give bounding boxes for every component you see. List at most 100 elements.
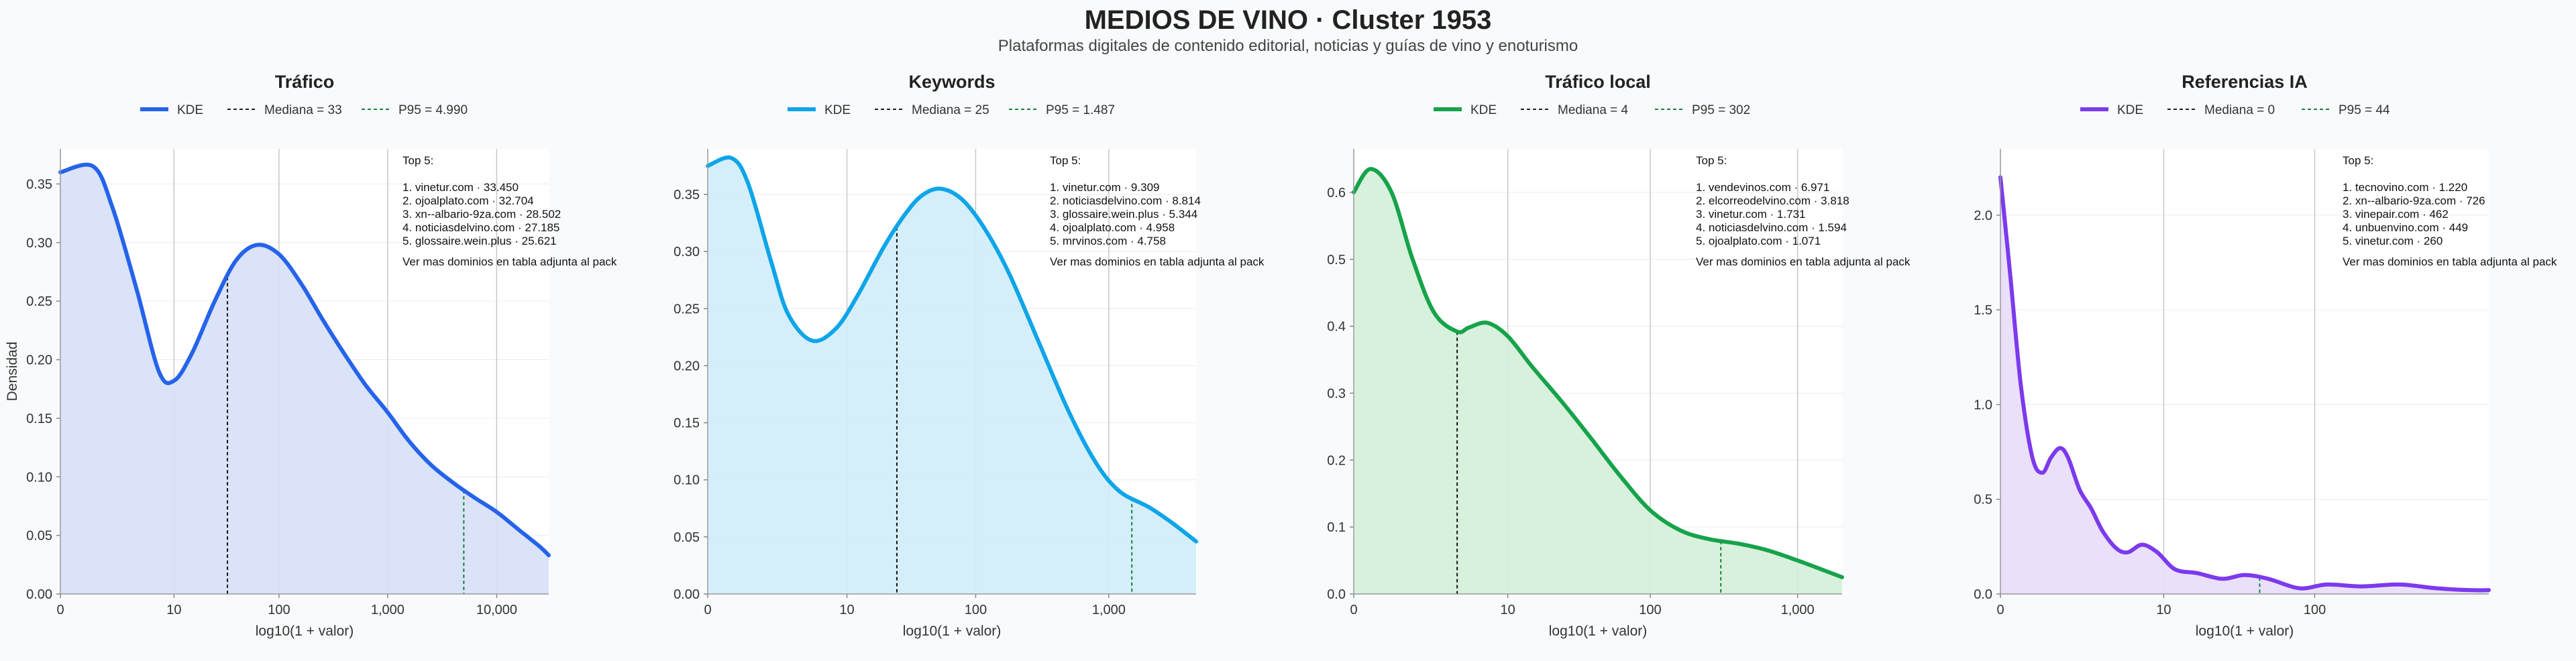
legend-p95-label: P95 = 44 <box>2339 103 2390 117</box>
panel-title: Tráfico local <box>1545 72 1651 92</box>
legend: KDE Mediana = 4 P95 = 302 <box>1434 103 1750 117</box>
x-tick-label: 10,000 <box>476 603 517 617</box>
legend: KDE Mediana = 33 P95 = 4.990 <box>140 103 468 117</box>
top5-heading: Top 5: <box>2343 154 2373 167</box>
panel-title: Referencias IA <box>2182 72 2308 92</box>
kde-line <box>1352 167 1844 579</box>
top5-item: 2. elcorreodelvino.com · 3.818 <box>1696 194 1849 207</box>
figure-subtitle: Plataformas digitales de contenido edito… <box>998 37 1578 55</box>
chart-panel: Referencias IA KDE Mediana = 0 P95 = 44 0.0 0… <box>1974 72 2557 639</box>
legend-p95-label: P95 = 1.487 <box>1046 103 1115 117</box>
legend-median-label: Mediana = 0 <box>2204 103 2275 117</box>
y-tick-label: 0.05 <box>674 530 700 545</box>
kde-line <box>58 162 551 558</box>
y-tick-label: 0.5 <box>1327 253 1346 267</box>
top5-footnote: Ver mas dominios en tabla adjunta al pac… <box>2343 255 2557 268</box>
y-tick-label: 0.25 <box>26 294 52 309</box>
legend-median-label: Mediana = 33 <box>264 103 342 117</box>
legend: KDE Mediana = 25 P95 = 1.487 <box>788 103 1115 117</box>
top5-item: 1. vinetur.com · 9.309 <box>1050 181 1159 194</box>
top5-item: 2. ojoalplato.com · 32.704 <box>402 194 534 207</box>
y-tick-label: 2.0 <box>1974 208 1992 223</box>
top5-item: 4. ojoalplato.com · 4.958 <box>1050 221 1175 234</box>
y-tick-label: 0.1 <box>1327 520 1346 535</box>
y-tick-label: 0.35 <box>26 177 52 192</box>
y-tick-label: 0.4 <box>1327 320 1346 335</box>
top5-heading: Top 5: <box>402 154 433 167</box>
top5-item: 1. tecnovino.com · 1.220 <box>2343 181 2467 194</box>
x-tick-label: 0 <box>1996 603 2004 617</box>
legend-kde-label: KDE <box>2117 103 2143 117</box>
legend-median-label: Mediana = 4 <box>1558 103 1629 117</box>
y-tick-label: 0.15 <box>674 416 700 431</box>
x-tick-label: 0 <box>704 603 711 617</box>
top5-item: 5. glossaire.wein.plus · 25.621 <box>402 235 557 247</box>
y-tick-label: 0.30 <box>674 245 700 259</box>
x-tick-label: 100 <box>965 603 987 617</box>
figure-title: MEDIOS DE VINO · Cluster 1953 <box>1084 5 1492 35</box>
top5-item: 2. noticiasdelvino.com · 8.814 <box>1050 194 1201 207</box>
x-tick-label: 10 <box>839 603 854 617</box>
top5-item: 4. noticiasdelvino.com · 27.185 <box>402 221 559 234</box>
kde-area <box>1354 169 1842 594</box>
legend-p95-label: P95 = 4.990 <box>398 103 468 117</box>
y-tick-label: 0.15 <box>26 412 52 426</box>
x-tick-label: 0 <box>1350 603 1357 617</box>
x-tick-label: 0 <box>56 603 64 617</box>
legend-median-label: Mediana = 25 <box>912 103 989 117</box>
kde-area <box>60 164 549 595</box>
x-tick-label: 10 <box>166 603 181 617</box>
top5-item: 1. vinetur.com · 33.450 <box>402 181 519 194</box>
top5-item: 3. vinetur.com · 1.731 <box>1696 208 1805 221</box>
kde-line <box>1998 175 2491 593</box>
x-tick-label: 10 <box>2156 603 2171 617</box>
y-tick-label: 0.5 <box>1974 493 1992 507</box>
kde-area <box>708 157 1196 594</box>
y-tick-label: 0.00 <box>674 587 700 602</box>
y-tick-label: 0.10 <box>674 473 700 488</box>
chart-panel: Tráfico local KDE Mediana = 4 P95 = 302 0.0 0… <box>1327 72 1911 639</box>
chart-panel: Keywords KDE Mediana = 25 P95 = 1.487 0.00 0.… <box>674 72 1265 639</box>
x-tick-label: 100 <box>268 603 290 617</box>
top5-item: 1. vendevinos.com · 6.971 <box>1696 181 1829 194</box>
kde-area <box>2000 177 2489 594</box>
panel-title: Tráfico <box>275 72 335 92</box>
x-axis-label: log10(1 + valor) <box>256 623 354 639</box>
y-tick-label: 0.2 <box>1327 453 1346 468</box>
top5-item: 5. ojoalplato.com · 1.071 <box>1696 235 1821 247</box>
y-tick-label: 0.3 <box>1327 386 1346 401</box>
shared-y-axis-label: Densidad <box>5 342 20 402</box>
x-tick-label: 1,000 <box>1781 603 1815 617</box>
panel-title: Keywords <box>908 72 995 92</box>
legend-p95-label: P95 = 302 <box>1692 103 1750 117</box>
legend-kde-label: KDE <box>1470 103 1497 117</box>
y-tick-label: 0.10 <box>26 470 52 485</box>
legend-kde-label: KDE <box>824 103 851 117</box>
top5-item: 2. xn--albario-9za.com · 726 <box>2343 194 2485 207</box>
y-tick-label: 0.05 <box>26 529 52 544</box>
chart-panel: Tráfico KDE Mediana = 33 P95 = 4.990 0.00 0.0… <box>26 72 617 639</box>
top5-heading: Top 5: <box>1050 154 1081 167</box>
kde-line <box>706 155 1198 544</box>
y-tick-label: 0.30 <box>26 236 52 251</box>
x-tick-label: 1,000 <box>371 603 405 617</box>
top5-footnote: Ver mas dominios en tabla adjunta al pac… <box>402 255 617 268</box>
x-axis-label: log10(1 + valor) <box>903 623 1002 639</box>
top5-footnote: Ver mas dominios en tabla adjunta al pac… <box>1050 255 1265 268</box>
top5-item: 3. vinepair.com · 462 <box>2343 208 2449 221</box>
x-tick-label: 100 <box>1639 603 1661 617</box>
top5-footnote: Ver mas dominios en tabla adjunta al pac… <box>1696 255 1911 268</box>
y-tick-label: 0.25 <box>674 302 700 316</box>
top5-item: 5. vinetur.com · 260 <box>2343 235 2443 247</box>
x-tick-label: 1,000 <box>1092 603 1126 617</box>
y-tick-label: 0.6 <box>1327 186 1346 200</box>
y-tick-label: 0.20 <box>26 353 52 368</box>
y-tick-label: 1.5 <box>1974 303 1992 318</box>
top5-item: 4. noticiasdelvino.com · 1.594 <box>1696 221 1847 234</box>
x-tick-label: 100 <box>2304 603 2326 617</box>
x-tick-label: 10 <box>1501 603 1515 617</box>
top5-item: 4. unbuenvino.com · 449 <box>2343 221 2468 234</box>
y-tick-label: 0.0 <box>1327 587 1346 602</box>
